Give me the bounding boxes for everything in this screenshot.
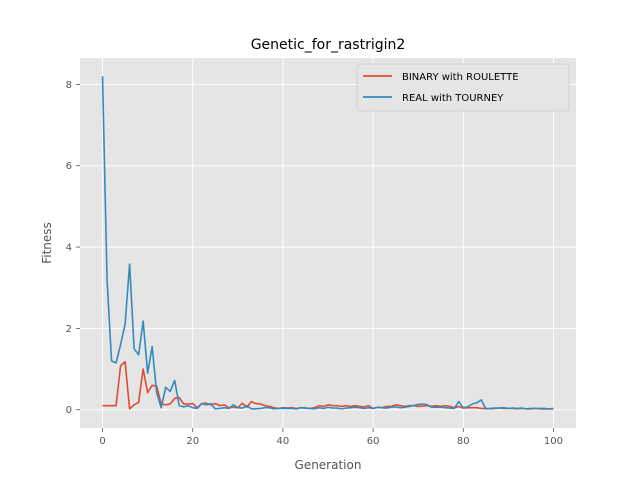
legend-box [356, 63, 570, 112]
y-axis-label: Fitness [40, 222, 54, 264]
y-tick-label: 4 [66, 243, 72, 254]
x-tick-label: 80 [457, 436, 470, 447]
series-line-real-with-tourney [101, 76, 554, 410]
y-tick-label: 6 [66, 161, 72, 172]
series-layer [101, 76, 554, 410]
axis-ticks: 0 20 40 60 80 100 0 2 4 6 8 [66, 80, 563, 447]
x-tick-label: 40 [277, 436, 290, 447]
x-tick-label: 60 [367, 436, 380, 447]
x-tick-label: 20 [186, 436, 199, 447]
x-tick-label: 0 [99, 436, 105, 447]
y-tick-label: 0 [66, 405, 72, 416]
x-tick-label: 100 [544, 436, 563, 447]
chart-title: Genetic_for_rastrigin2 [251, 37, 406, 53]
legend-label-binary-roulette: BINARY with ROULETTE [402, 72, 519, 83]
y-tick-label: 2 [66, 324, 72, 335]
plot-background [80, 58, 576, 428]
x-axis-label: Generation [295, 458, 362, 472]
y-tick-label: 8 [66, 80, 72, 91]
legend: BINARY with ROULETTE REAL with TOURNEY [356, 63, 570, 112]
legend-label-real-tourney: REAL with TOURNEY [402, 93, 504, 104]
